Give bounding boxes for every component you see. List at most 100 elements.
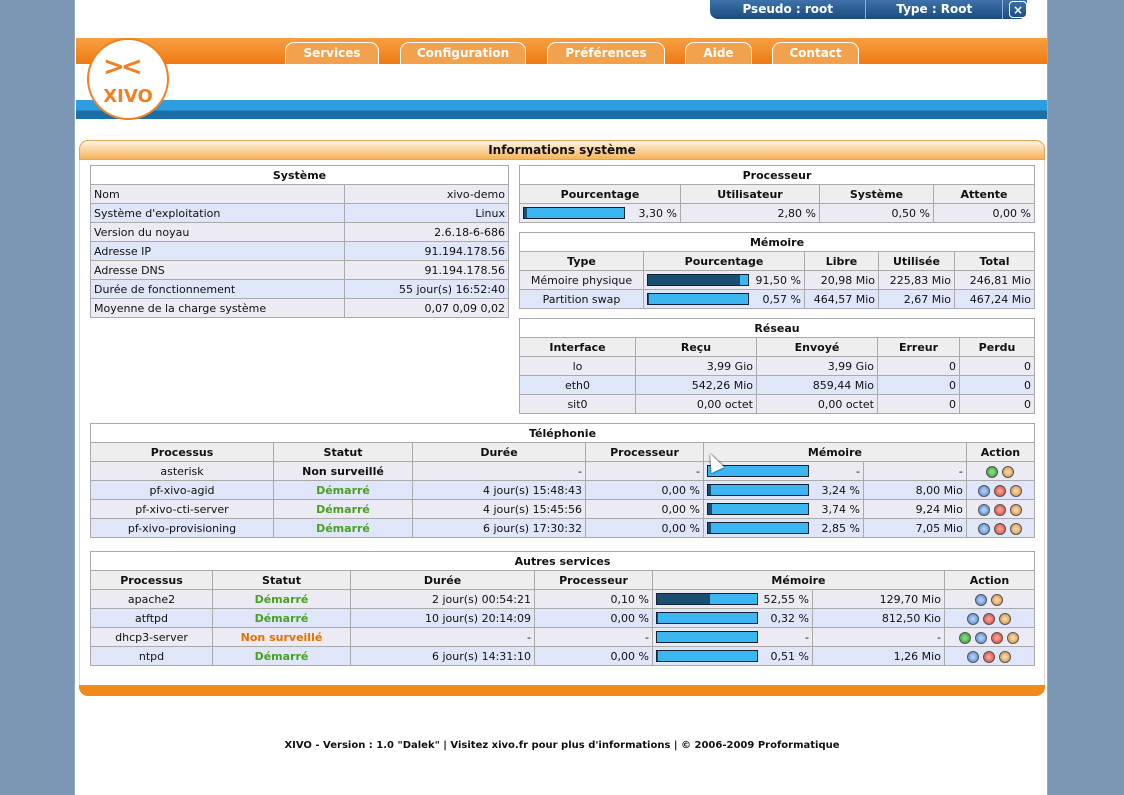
process-cpu: 0,00 % — [534, 608, 653, 628]
process-name: atftpd — [90, 608, 213, 628]
process-status: Démarré — [212, 589, 351, 609]
systeme-label: Nom — [90, 184, 345, 204]
cpu-percent: 3,30 % — [638, 206, 677, 220]
process-status: Démarré — [273, 518, 413, 538]
mem-type: Partition swap — [519, 289, 644, 309]
tab-contact[interactable]: Contact — [772, 42, 859, 64]
table-row: ntpd Démarré 6 jour(s) 14:31:10 0,00 % 0… — [90, 646, 1036, 666]
process-mem: 9,24 Mio — [863, 499, 967, 519]
tab-services[interactable]: Services — [285, 42, 379, 64]
net-iface: eth0 — [519, 375, 636, 395]
process-duration: 4 jour(s) 15:48:43 — [412, 480, 586, 500]
gear-icon[interactable] — [967, 650, 980, 663]
systeme-label: Durée de fonctionnement — [90, 279, 345, 299]
stop-icon[interactable] — [991, 631, 1004, 644]
footer-text: XIVO - Version : 1.0 "Dalek" | Visitez x… — [284, 740, 840, 751]
restart-icon[interactable] — [999, 612, 1012, 625]
memoire-title: Mémoire — [519, 232, 1035, 252]
systeme-value: 55 jour(s) 16:52:40 — [344, 279, 509, 299]
gear-icon[interactable] — [978, 503, 991, 516]
process-status: Non surveillé — [212, 627, 351, 647]
col-header: Total — [954, 251, 1035, 271]
systeme-value: xivo-demo — [344, 184, 509, 204]
col-header: Processeur — [585, 442, 704, 462]
process-mem-pct: 2,85 % — [821, 521, 860, 535]
systeme-label: Version du noyau — [90, 222, 345, 242]
process-mem: 8,00 Mio — [863, 480, 967, 500]
table-row: dhcp3-server Non surveillé - - - - — [90, 627, 1036, 647]
net-drop: 0 — [959, 375, 1035, 395]
telephonie-title: Téléphonie — [90, 423, 1035, 443]
restart-icon[interactable] — [1007, 631, 1020, 644]
processeur-title: Processeur — [519, 165, 1035, 185]
col-header: Action — [943, 570, 1036, 590]
gear-icon[interactable] — [967, 612, 980, 625]
net-drop: 0 — [959, 394, 1035, 414]
process-cpu: - — [585, 461, 704, 481]
table-row: pf-xivo-provisioning Démarré 6 jour(s) 1… — [90, 518, 1036, 538]
process-cpu: - — [534, 627, 653, 647]
process-mem-pct: 0,51 % — [770, 649, 809, 663]
process-status: Démarré — [212, 646, 351, 666]
stop-icon[interactable] — [983, 650, 996, 663]
net-drop: 0 — [959, 356, 1035, 376]
memoire-table: Mémoire Type Pourcentage Libre Utilisée … — [519, 232, 1035, 309]
stop-icon[interactable] — [994, 484, 1007, 497]
process-mem: 129,70 Mio — [812, 589, 945, 609]
restart-icon[interactable] — [1010, 484, 1023, 497]
logout-close-icon[interactable]: × — [1009, 1, 1027, 18]
play-icon[interactable] — [986, 465, 999, 478]
mem-usage-bar — [647, 293, 749, 305]
process-mem: 1,26 Mio — [812, 646, 945, 666]
col-header: Perdu — [959, 337, 1035, 357]
process-mem-pct: - — [805, 630, 809, 644]
gear-icon[interactable] — [978, 522, 991, 535]
stop-icon[interactable] — [994, 522, 1007, 535]
restart-icon[interactable] — [1010, 522, 1023, 535]
col-header: Processus — [90, 570, 213, 590]
gear-icon[interactable] — [975, 631, 988, 644]
stop-icon[interactable] — [983, 612, 996, 625]
process-mem-pct: - — [856, 464, 860, 478]
user-type: Type : Root — [866, 0, 1004, 19]
tab-preferences[interactable]: Préférences — [547, 42, 665, 64]
restart-icon[interactable] — [999, 650, 1012, 663]
net-iface: lo — [519, 356, 636, 376]
systeme-value: Linux — [344, 203, 509, 223]
process-name: apache2 — [90, 589, 213, 609]
col-header: Libre — [804, 251, 879, 271]
gear-icon[interactable] — [975, 593, 988, 606]
play-icon[interactable] — [959, 631, 972, 644]
col-header: Durée — [412, 442, 586, 462]
system-info-panel: Informations système Système Nom xivo-dem… — [79, 140, 1045, 696]
stop-icon[interactable] — [994, 503, 1007, 516]
process-name: pf-xivo-cti-server — [90, 499, 274, 519]
gear-icon[interactable] — [978, 484, 991, 497]
col-header: Processus — [90, 442, 274, 462]
systeme-label: Moyenne de la charge système — [90, 298, 345, 318]
systeme-label: Adresse IP — [90, 241, 345, 261]
col-header: Pourcentage — [519, 184, 681, 204]
process-duration: 6 jour(s) 17:30:32 — [412, 518, 586, 538]
user-pseudo: Pseudo : root — [710, 0, 867, 19]
process-mem-bar — [656, 593, 758, 605]
systeme-title: Système — [90, 165, 509, 185]
cpu-user: 2,80 % — [680, 203, 820, 223]
col-header: Utilisateur — [680, 184, 820, 204]
col-header: Durée — [350, 570, 535, 590]
process-name: pf-xivo-agid — [90, 480, 274, 500]
restart-icon[interactable] — [991, 593, 1004, 606]
panel-title: Informations système — [79, 140, 1045, 160]
tab-aide[interactable]: Aide — [685, 42, 752, 64]
process-mem-pct: 3,74 % — [821, 502, 860, 516]
restart-icon[interactable] — [1010, 503, 1023, 516]
restart-icon[interactable] — [1002, 465, 1015, 478]
process-mem-bar — [707, 503, 809, 515]
process-mem-bar — [707, 522, 809, 534]
systeme-label: Système d'exploitation — [90, 203, 345, 223]
tab-configuration[interactable]: Configuration — [400, 42, 526, 64]
mem-used: 225,83 Mio — [878, 270, 955, 290]
systeme-value: 91.194.178.56 — [344, 260, 509, 280]
xivo-logo[interactable]: >< XIVO — [87, 38, 169, 120]
col-header: Utilisée — [878, 251, 955, 271]
